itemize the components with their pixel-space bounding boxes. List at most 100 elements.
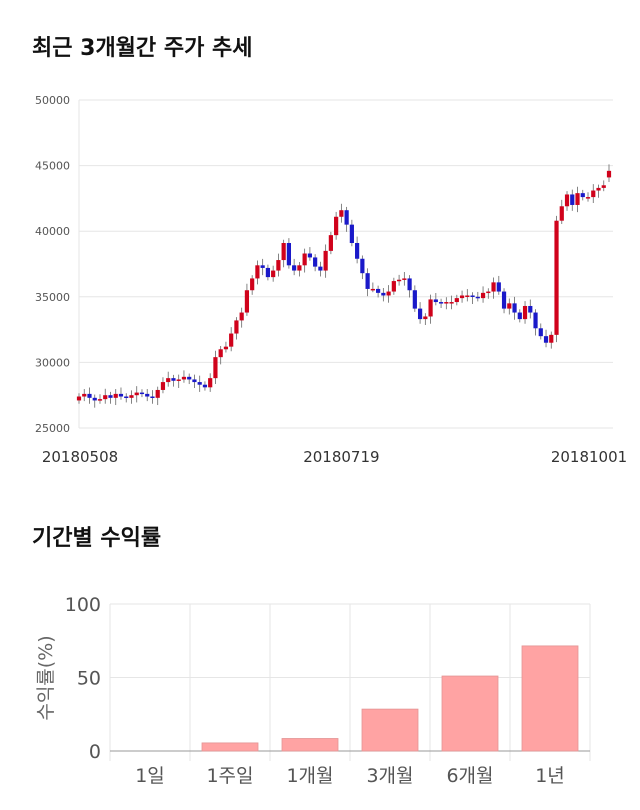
candle	[328, 231, 333, 255]
candle-body	[459, 295, 465, 299]
candle	[585, 192, 591, 202]
candle-body	[281, 243, 286, 261]
candle	[564, 191, 570, 211]
bar	[521, 645, 579, 752]
candle	[355, 236, 360, 264]
candle-body	[297, 265, 302, 271]
candle-body	[265, 267, 271, 278]
candle	[323, 244, 328, 278]
candle-body	[307, 253, 312, 258]
candle-body	[386, 291, 391, 296]
candle	[302, 248, 307, 273]
candle	[370, 282, 375, 293]
candle	[417, 302, 423, 324]
candle-y-tick-label: 30000	[35, 356, 70, 369]
candle	[596, 184, 601, 198]
candle-body	[108, 395, 113, 398]
candle	[160, 377, 166, 394]
candle-body	[260, 265, 265, 268]
candle	[396, 274, 402, 286]
candle-body	[575, 193, 580, 205]
candle-body	[97, 399, 103, 401]
candle-body	[538, 328, 543, 337]
candle-body	[438, 302, 444, 304]
candle	[181, 370, 187, 383]
candle-body	[522, 305, 528, 320]
candle-body	[454, 298, 459, 303]
candle	[229, 327, 234, 352]
candle-body	[465, 295, 470, 297]
candle	[103, 388, 108, 404]
candle-body	[570, 194, 575, 205]
candle-body	[302, 253, 307, 266]
candle	[87, 387, 92, 404]
candle	[407, 275, 412, 298]
candle-body	[528, 305, 533, 313]
candle	[192, 374, 197, 388]
candle	[391, 277, 396, 295]
candle	[223, 341, 229, 353]
candle-body	[402, 278, 407, 280]
candle-body	[202, 384, 208, 388]
candle	[244, 283, 250, 316]
candle-body	[381, 292, 386, 296]
candle	[260, 258, 265, 276]
candle-body	[486, 291, 491, 294]
candle	[570, 189, 575, 211]
candle-body	[171, 378, 176, 381]
candle-x-tick-label: 20180508	[42, 448, 118, 466]
candle	[470, 292, 475, 305]
candle-body	[213, 357, 218, 379]
candle	[118, 387, 124, 400]
candle	[501, 288, 507, 314]
candle	[454, 294, 459, 306]
candle-body	[145, 393, 150, 397]
bar-category-label: 1주일	[206, 765, 253, 787]
candle-body	[475, 296, 480, 299]
candle-body	[549, 334, 554, 343]
candle-body	[244, 290, 250, 313]
bar-category-label: 1일	[135, 765, 165, 787]
candle	[276, 253, 281, 277]
candle	[423, 313, 428, 326]
candle-y-ticks: 25000 30000 35000 40000 45000 50000	[35, 94, 70, 435]
candle	[92, 394, 97, 408]
candle	[449, 295, 454, 310]
bar-category-label: 1개월	[286, 765, 333, 787]
candle	[538, 323, 543, 340]
candle-body	[480, 292, 486, 299]
candle-grid	[78, 99, 613, 429]
candle	[239, 307, 244, 328]
candle-body	[82, 393, 87, 397]
candle	[334, 211, 339, 240]
candle-body	[150, 396, 155, 399]
candle-body	[234, 320, 239, 334]
candle-body	[444, 302, 449, 304]
candle	[365, 268, 370, 297]
candle-body	[585, 197, 591, 199]
candle-body	[360, 258, 365, 274]
candle	[580, 189, 585, 201]
bar	[201, 742, 259, 752]
candle	[313, 254, 318, 272]
candle-body	[318, 266, 323, 271]
candle	[344, 206, 349, 232]
candle-body	[87, 393, 92, 398]
candle-x-tick-label: 20181001	[551, 448, 627, 466]
candle-body	[396, 279, 402, 282]
candle	[339, 203, 344, 223]
candle-y-tick-label: 40000	[35, 225, 70, 238]
candle-body	[564, 194, 570, 207]
bar	[361, 708, 419, 752]
candle-body	[218, 349, 223, 358]
candle	[113, 389, 118, 406]
candle-body	[355, 243, 360, 259]
candle-body	[349, 224, 354, 244]
candle	[433, 292, 438, 306]
candle	[129, 390, 134, 404]
bar-y-axis-label: 수익률(%)	[35, 635, 57, 720]
bar-y-tick-label: 0	[89, 741, 101, 763]
candle	[307, 247, 312, 261]
